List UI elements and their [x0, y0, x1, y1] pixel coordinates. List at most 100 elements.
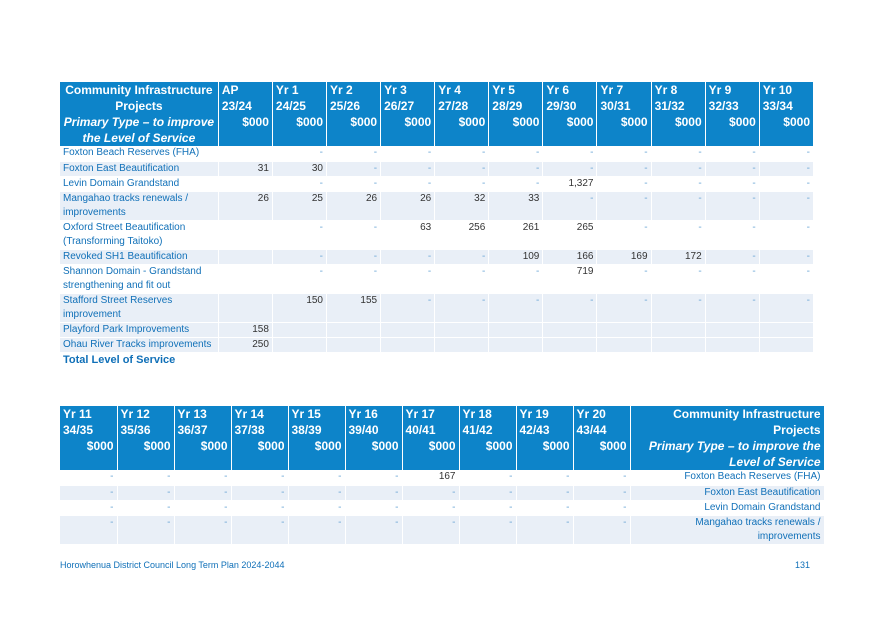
- value-cell: [596, 337, 652, 353]
- value-cell: 158: [218, 322, 273, 338]
- total-value-cell: 169: [596, 352, 652, 369]
- header-year: Yr 19: [519, 407, 549, 421]
- value-cell: -: [651, 191, 706, 221]
- header-unit: $000: [428, 439, 456, 453]
- header-year: Yr 1: [275, 83, 299, 97]
- value-cell: -: [231, 500, 289, 516]
- value-cell: [705, 337, 760, 353]
- value-cell: -: [759, 249, 815, 265]
- value-cell: 256: [434, 220, 490, 250]
- value-cell: 155: [326, 293, 382, 323]
- header-year: Yr 6: [546, 83, 570, 97]
- value-cell: 31: [218, 161, 273, 177]
- value-cell: -: [288, 470, 346, 486]
- value-cell: [542, 337, 598, 353]
- value-cell: -: [516, 485, 574, 501]
- value-cell: 1,327: [542, 176, 598, 192]
- header-unit: $000: [566, 115, 594, 129]
- value-cell: 26: [380, 191, 436, 221]
- row-label: Playford Park Improvements: [60, 322, 219, 338]
- value-cell: -: [117, 500, 175, 516]
- header-unit: $000: [371, 439, 399, 453]
- total-value-cell: -: [705, 352, 760, 369]
- value-cell: -: [488, 146, 544, 162]
- value-cell: -: [288, 485, 346, 501]
- value-cell: -: [759, 176, 815, 192]
- header-year-cell: Yr 3 26/27 $000: [380, 82, 436, 146]
- value-cell: -: [651, 264, 706, 294]
- value-cell: -: [573, 515, 631, 545]
- header-year: Yr 4: [438, 83, 461, 97]
- header-year-cell: AP 23/24 $000: [218, 82, 273, 146]
- total-value-cell: 402: [488, 352, 544, 369]
- header-year-cell: Yr 17 40/41 $000: [402, 406, 460, 470]
- value-cell: -: [516, 500, 574, 516]
- lts-table-years-11-20: Yr 11 34/35 $000 Yr 12 35/36 $000 Yr 13 36/37 $0…: [60, 406, 825, 545]
- value-cell: -: [231, 470, 289, 486]
- header-span: 40/41: [405, 423, 436, 437]
- value-cell: 150: [272, 293, 328, 323]
- value-cell: -: [272, 176, 328, 192]
- row-label: Shannon Domain - Grandstand strengthenin…: [60, 264, 219, 294]
- header-year-cell: Yr 4 27/28 $000: [434, 82, 490, 146]
- header-year-cell: Yr 10 33/34 $000: [759, 82, 815, 146]
- value-cell: -: [488, 161, 544, 177]
- header-year-cell: Yr 12 35/36 $000: [117, 406, 175, 470]
- row-label: Revoked SH1 Beautification: [60, 249, 219, 265]
- value-cell: -: [60, 485, 118, 501]
- value-cell: -: [326, 220, 382, 250]
- value-cell: -: [516, 470, 574, 486]
- header-unit: $000: [200, 439, 228, 453]
- header-year: Yr 18: [462, 407, 492, 421]
- header-unit: $000: [458, 115, 486, 129]
- header-span: 27/28: [438, 99, 469, 113]
- total-label: Total Level of Service: [60, 352, 219, 369]
- value-cell: 109: [488, 249, 544, 265]
- row-label: Oxford Street Beautification (Transformi…: [60, 220, 219, 250]
- header-year-cell: Yr 20 43/44 $000: [573, 406, 631, 470]
- row-label: Mangahao tracks renewals / improvements: [630, 515, 825, 545]
- header-year: Yr 14: [234, 407, 264, 421]
- value-cell: [218, 146, 273, 162]
- value-cell: [218, 176, 273, 192]
- header-year: Yr 16: [348, 407, 378, 421]
- value-cell: -: [705, 249, 760, 265]
- header-year-cell: Yr 15 38/39 $000: [288, 406, 346, 470]
- value-cell: -: [488, 264, 544, 294]
- row-label: Foxton Beach Reserves (FHA): [60, 146, 219, 162]
- value-cell: 26: [218, 191, 273, 221]
- value-cell: [596, 322, 652, 338]
- value-cell: -: [272, 249, 328, 265]
- total-value-cell: 2,478: [542, 352, 598, 369]
- header-unit: $000: [86, 439, 114, 453]
- value-cell: -: [117, 515, 175, 545]
- value-cell: -: [231, 515, 289, 545]
- header-span: 23/24: [221, 99, 252, 113]
- header-span: 33/34: [762, 99, 793, 113]
- value-cell: -: [380, 146, 436, 162]
- header-label-cell: Community Infrastructure Projects Primary …: [630, 406, 825, 470]
- value-cell: -: [596, 293, 652, 323]
- table-row: - - - - - - - - - - Foxton East Beautification: [60, 485, 825, 501]
- value-cell: 166: [542, 249, 598, 265]
- header-year: Yr 9: [708, 83, 732, 97]
- header-year-cell: Yr 18 41/42 $000: [459, 406, 517, 470]
- table-row: Shannon Domain - Grandstand strengthenin…: [60, 264, 815, 294]
- header-year: Yr 12: [120, 407, 150, 421]
- value-cell: -: [434, 146, 490, 162]
- value-cell: -: [345, 470, 403, 486]
- value-cell: -: [759, 264, 815, 294]
- header-unit: $000: [783, 115, 810, 129]
- value-cell: [651, 322, 706, 338]
- header-year: AP: [221, 83, 239, 97]
- value-cell: -: [60, 500, 118, 516]
- value-cell: -: [596, 264, 652, 294]
- value-cell: 261: [488, 220, 544, 250]
- value-cell: -: [459, 515, 517, 545]
- header-year-cell: Yr 16 39/40 $000: [345, 406, 403, 470]
- value-cell: -: [573, 470, 631, 486]
- value-cell: -: [402, 515, 460, 545]
- value-cell: 172: [651, 249, 706, 265]
- header-year: Yr 17: [405, 407, 435, 421]
- value-cell: -: [596, 161, 652, 177]
